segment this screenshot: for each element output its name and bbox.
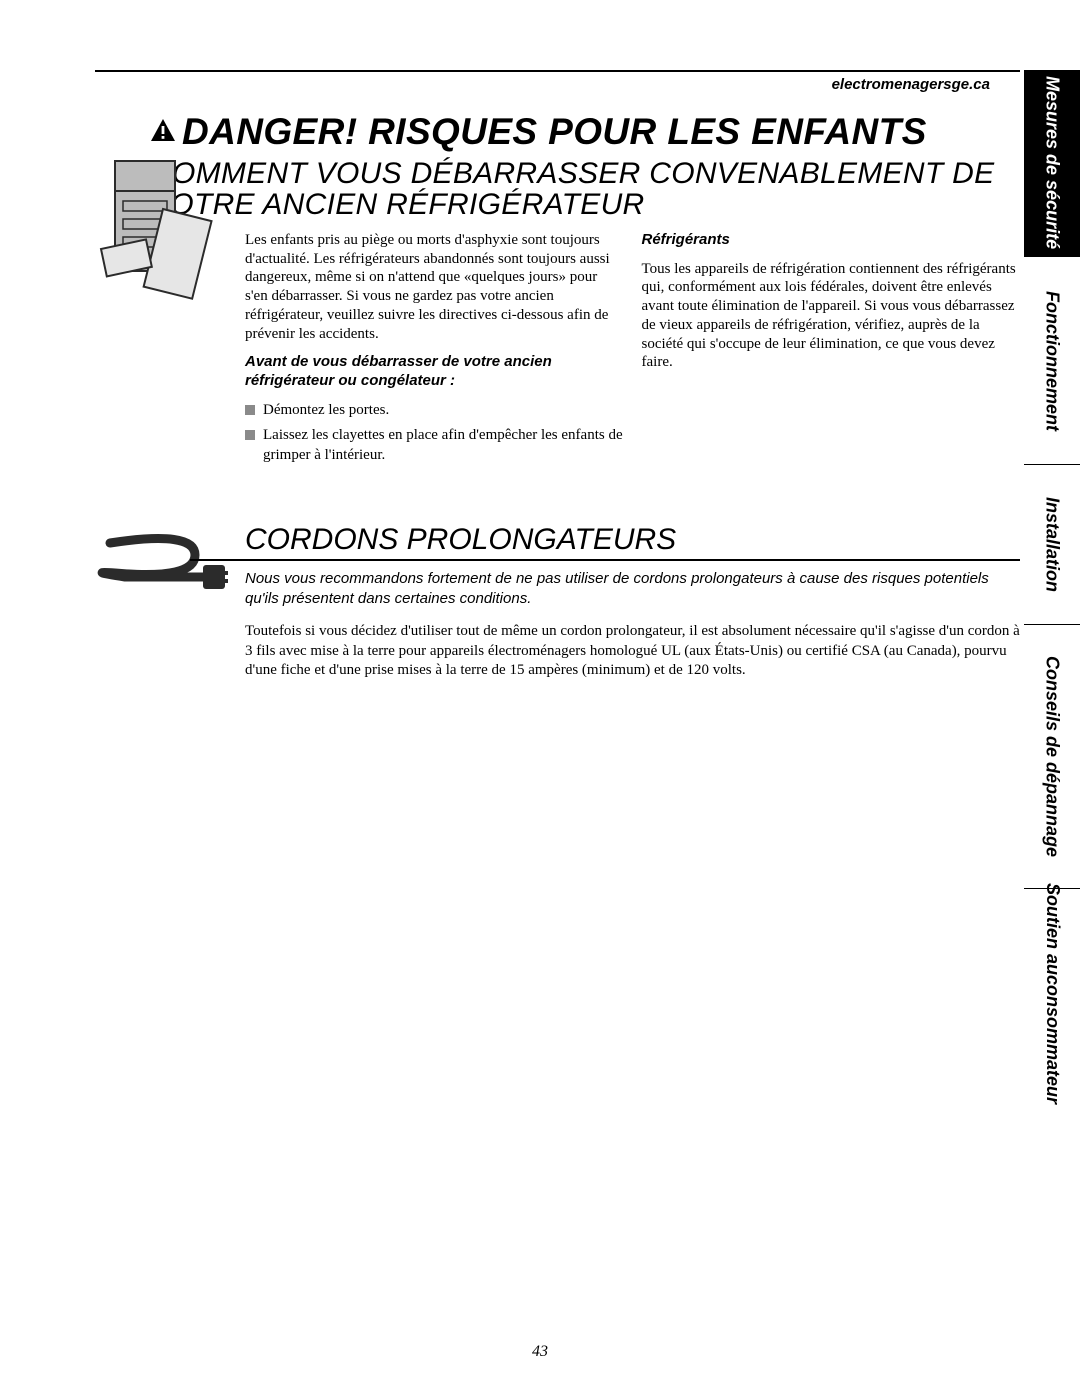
- extension-cords-heading: CORDONS PROLONGATEURS: [190, 525, 1020, 561]
- tab-label-line: consommateur: [1042, 975, 1062, 1104]
- extension-cords-body: CORDONS PROLONGATEURS Nous vous recomman…: [245, 525, 1020, 681]
- refrigerants-text: Tous les appareils de réfrigération cont…: [642, 260, 1021, 373]
- disposal-col-left: Les enfants pris au piège ou morts d'asp…: [245, 231, 624, 474]
- tab-soutien-consommateur[interactable]: Soutien au consommateur: [1024, 888, 1080, 1098]
- section-extension-cords: CORDONS PROLONGATEURS Nous vous recomman…: [95, 525, 1020, 681]
- danger-heading-text: DANGER! RISQUES POUR LES ENFANTS: [182, 111, 927, 152]
- tab-mesures-securite[interactable]: Mesures de sécurité: [1024, 70, 1080, 256]
- tab-installation[interactable]: Installation: [1024, 464, 1080, 624]
- disposal-intro: Les enfants pris au piège ou morts d'asp…: [245, 231, 624, 344]
- fridge-icon: [95, 151, 235, 474]
- tab-conseils-depannage[interactable]: Conseils de dépannage: [1024, 624, 1080, 888]
- website-url: electromenagersge.ca: [95, 76, 1020, 93]
- list-item: Démontez les portes.: [245, 401, 624, 421]
- list-item: Laissez les clayettes en place afin d'em…: [245, 426, 624, 465]
- tab-label-line: Soutien au: [1042, 883, 1062, 975]
- disposal-col-right: Réfrigérants Tous les appareils de réfri…: [642, 231, 1021, 474]
- side-tab-index: Mesures de sécurité Fonctionnement Insta…: [1024, 70, 1080, 1327]
- danger-heading: DANGER! RISQUES POUR LES ENFANTS: [95, 111, 1020, 152]
- page-number: 43: [0, 1343, 1080, 1361]
- tab-fonctionnement[interactable]: Fonctionnement: [1024, 256, 1080, 464]
- disposal-bullets: Démontez les portes. Laissez les clayett…: [245, 401, 624, 466]
- extension-cords-intro: Nous vous recommandons fortement de ne p…: [245, 569, 1020, 608]
- rule-top: [95, 70, 1020, 72]
- disposal-columns: Les enfants pris au piège ou morts d'asp…: [245, 231, 1020, 474]
- refrigerants-label: Réfrigérants: [642, 231, 1021, 250]
- manual-page: electromenagersge.ca DANGER! RISQUES POU…: [0, 0, 1080, 1397]
- section-disposal: Les enfants pris au piège ou morts d'asp…: [95, 231, 1020, 474]
- extension-cords-paragraph: Toutefois si vous décidez d'utiliser tou…: [245, 622, 1020, 681]
- before-disposal-label: Avant de vous débarrasser de votre ancie…: [245, 353, 624, 391]
- warning-icon: [150, 111, 176, 150]
